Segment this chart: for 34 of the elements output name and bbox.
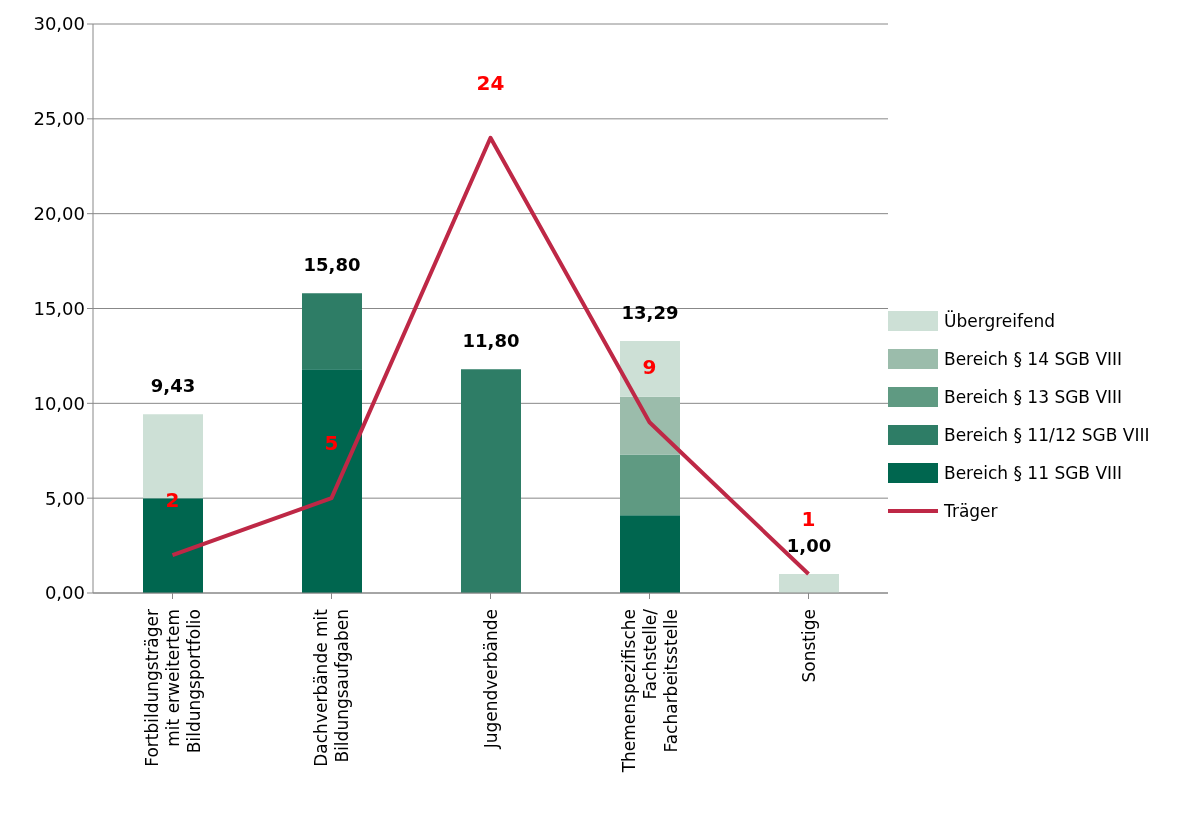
y-tick-label: 10,00	[33, 392, 85, 414]
bar	[620, 396, 680, 455]
bar	[620, 454, 680, 516]
legend-label: Bereich § 11/12 SGB VIII	[944, 424, 1150, 445]
x-tick-label: Jugendverbände	[480, 609, 501, 750]
x-tick-label: Sonstige	[798, 609, 819, 683]
legend-label: Bereich § 13 SGB VIII	[944, 386, 1123, 407]
bar	[461, 369, 521, 593]
x-tick-label: Themenspezifische Fachstelle/ Facharbeitsstelle	[618, 608, 681, 774]
bar	[302, 369, 362, 593]
y-tick-label: 15,00	[33, 297, 85, 319]
data-label: 1	[801, 507, 816, 532]
legend-label: Bereich § 14 SGB VIII	[944, 348, 1123, 369]
y-tick-label: 5,00	[44, 487, 85, 509]
data-label: 5	[324, 431, 339, 456]
total-label: 13,29	[621, 301, 679, 323]
total-label: 1,00	[786, 535, 832, 557]
total-label: 15,80	[303, 254, 361, 276]
y-tick-label: 25,00	[33, 108, 85, 130]
data-label: 24	[476, 70, 505, 95]
legend-label: Übergreifend	[944, 310, 1055, 331]
legend-label: Bereich § 11 SGB VIII	[944, 462, 1123, 483]
y-tick-label: 30,00	[33, 13, 85, 35]
data-label: 9	[642, 355, 657, 380]
bar	[779, 574, 839, 593]
total-label: 9,43	[150, 375, 196, 397]
total-label: 11,80	[462, 330, 520, 352]
y-tick-label: 20,00	[33, 203, 85, 225]
bar	[620, 340, 680, 397]
x-tick-label: Fortbildungsträger mit erweitertem Bildungsportfolio	[141, 608, 204, 767]
bar	[620, 515, 680, 593]
bar	[302, 293, 362, 370]
legend-label: Träger	[944, 500, 998, 521]
y-tick-label: 0,00	[44, 582, 85, 604]
